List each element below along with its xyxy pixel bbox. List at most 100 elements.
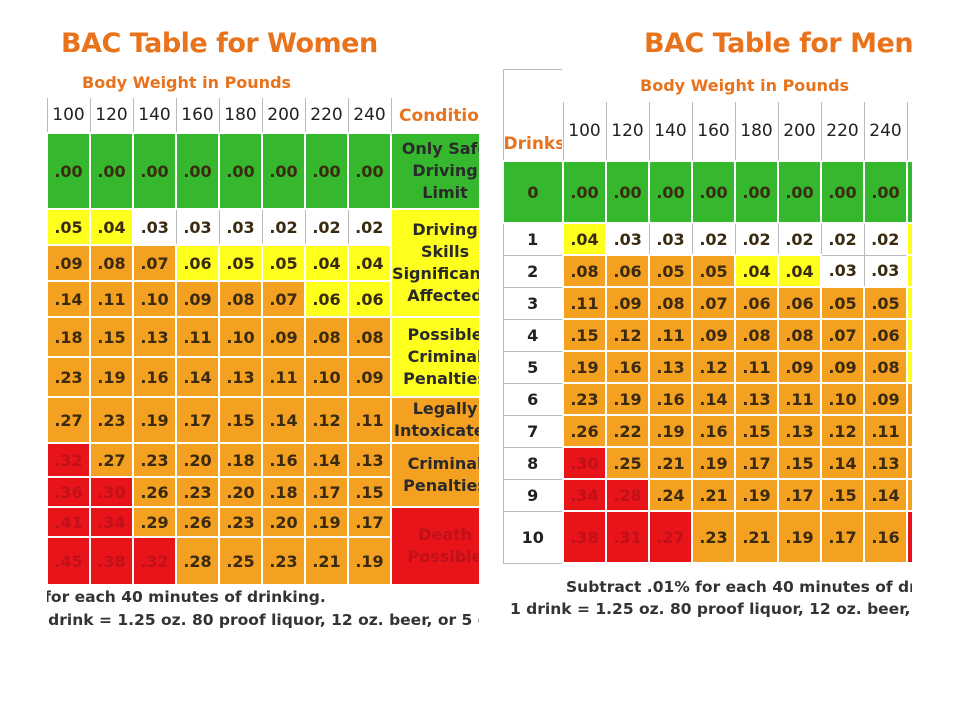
women-bac-cell: .04 — [346, 244, 393, 282]
men-bac-cell: .16 — [648, 382, 693, 416]
women-bac-cell: .11 — [89, 280, 134, 318]
men-weight-180: 180 — [734, 100, 779, 162]
men-bac-cell: .12 — [820, 414, 865, 448]
men-table-row: 0.00.00.00.00.00.00.00.00 — [502, 160, 912, 224]
women-weight-120: 120 — [89, 96, 134, 134]
men-table-row: 2.08.06.05.05.04.04.03.03 — [502, 254, 912, 288]
women-bac-cell: .02 — [304, 208, 349, 246]
women-bac-cell: .15 — [89, 316, 134, 358]
women-bac-cell: .29 — [132, 506, 177, 538]
women-bac-cell: .06 — [175, 244, 220, 282]
men-bac-cell: .06 — [777, 286, 822, 320]
women-bac-cell: .08 — [89, 244, 134, 282]
women-bac-cell: .32 — [132, 536, 177, 586]
women-bac-cell: .10 — [218, 316, 263, 358]
men-bac-cell: .09 — [863, 382, 908, 416]
women-bac-cell: .11 — [346, 396, 393, 444]
women-weight-180: 180 — [218, 96, 263, 134]
women-bac-cell: .14 — [175, 356, 220, 398]
women-bac-cell: .20 — [261, 506, 306, 538]
men-bac-cell: .17 — [820, 510, 865, 564]
men-drinks-cell: 0 — [502, 160, 564, 224]
women-table-row: 8.36.30.26.23.20.18.17.15 — [47, 476, 479, 508]
women-condition-impaired: Driving Skills Significantly Affected — [390, 208, 479, 318]
men-bac-cell: .16 — [863, 510, 908, 564]
women-bac-cell: .06 — [304, 280, 349, 318]
women-bac-cell: .05 — [218, 244, 263, 282]
women-bac-cell: .23 — [89, 396, 134, 444]
women-condition-intoxicated: Legally Intoxicated — [390, 396, 479, 444]
women-bac-cell: .03 — [175, 208, 220, 246]
men-bac-cell: .04 — [777, 254, 822, 288]
women-bac-cell: .08 — [346, 316, 393, 358]
men-drinks-cell: 6 — [502, 382, 564, 416]
women-bac-cell: .20 — [218, 476, 263, 508]
women-bac-cell: .14 — [261, 396, 306, 444]
women-bac-cell: .10 — [132, 280, 177, 318]
men-drinks-cell: 10 — [502, 510, 564, 564]
women-bac-cell: .26 — [175, 506, 220, 538]
men-table-row: 6.23.19.16.14.13.11.10.09 — [502, 382, 912, 416]
men-bac-cell: .11 — [648, 318, 693, 352]
women-bac-cell: .41 — [47, 506, 91, 538]
men-bac-cell: .08 — [562, 254, 607, 288]
men-bac-cell: .13 — [648, 350, 693, 384]
men-bac-cell: .13 — [863, 446, 908, 480]
women-bac-cell: .10 — [304, 356, 349, 398]
men-bac-cell: .02 — [691, 222, 736, 256]
men-table-title: BAC Table for Men — [644, 28, 912, 59]
men-table-row: 3.11.09.08.07.06.06.05.05 — [502, 286, 912, 320]
men-bac-table: Drinks Body Weight in Pounds 100 120 140 160 1… — [502, 68, 912, 564]
women-bac-cell: .19 — [132, 396, 177, 444]
men-bac-cell: .17 — [734, 446, 779, 480]
men-bac-cell: .00 — [691, 160, 736, 224]
men-bac-cell: .05 — [863, 286, 908, 320]
men-bac-cell: .23 — [562, 382, 607, 416]
men-bac-cell: .00 — [820, 160, 865, 224]
women-bac-cell: .25 — [218, 536, 263, 586]
women-bac-cell: .13 — [346, 442, 393, 478]
women-bac-cell: .06 — [346, 280, 393, 318]
men-condition-cell — [905, 318, 912, 352]
men-bac-cell: .19 — [648, 414, 693, 448]
men-drinks-cell: 8 — [502, 446, 564, 480]
women-bac-cell: .19 — [89, 356, 134, 398]
men-bac-cell: .08 — [777, 318, 822, 352]
women-bac-cell: .00 — [132, 132, 177, 210]
men-bac-cell: .34 — [562, 478, 607, 512]
women-bac-cell: .11 — [261, 356, 306, 398]
men-footnote-time: Subtract .01% for each 40 minutes of dri… — [566, 578, 912, 596]
women-bac-cell: .00 — [346, 132, 393, 210]
men-bac-cell: .14 — [691, 382, 736, 416]
women-bac-cell: .45 — [47, 536, 91, 586]
men-bac-cell: .11 — [863, 414, 908, 448]
men-drinks-cell: 7 — [502, 414, 564, 448]
men-bac-cell: .15 — [777, 446, 822, 480]
women-bac-cell: .23 — [261, 536, 306, 586]
men-bac-cell: .30 — [562, 446, 607, 480]
men-bac-cell: .19 — [734, 478, 779, 512]
men-bac-panel: BAC Table for Men Drinks Body Weight in P… — [500, 18, 912, 630]
women-weight-header: Body Weight in Pounds — [47, 66, 393, 98]
men-bac-cell: .00 — [777, 160, 822, 224]
men-drinks-cell: 1 — [502, 222, 564, 256]
men-bac-cell: .17 — [777, 478, 822, 512]
women-weight-100: 100 — [47, 96, 91, 134]
women-bac-cell: .00 — [89, 132, 134, 210]
men-bac-cell: .09 — [820, 350, 865, 384]
men-bac-cell: .21 — [734, 510, 779, 564]
women-weight-200: 200 — [261, 96, 306, 134]
women-bac-cell: .02 — [261, 208, 306, 246]
women-bac-cell: .05 — [261, 244, 306, 282]
women-bac-cell: .32 — [47, 442, 91, 478]
men-bac-cell: .02 — [777, 222, 822, 256]
men-table-row: 7.26.22.19.16.15.13.12.11 — [502, 414, 912, 448]
women-bac-cell: .11 — [175, 316, 220, 358]
men-bac-cell: .11 — [734, 350, 779, 384]
men-weight-140: 140 — [648, 100, 693, 162]
men-bac-cell: .16 — [605, 350, 650, 384]
men-bac-cell: .12 — [605, 318, 650, 352]
men-bac-cell: .24 — [648, 478, 693, 512]
men-bac-cell: .02 — [734, 222, 779, 256]
